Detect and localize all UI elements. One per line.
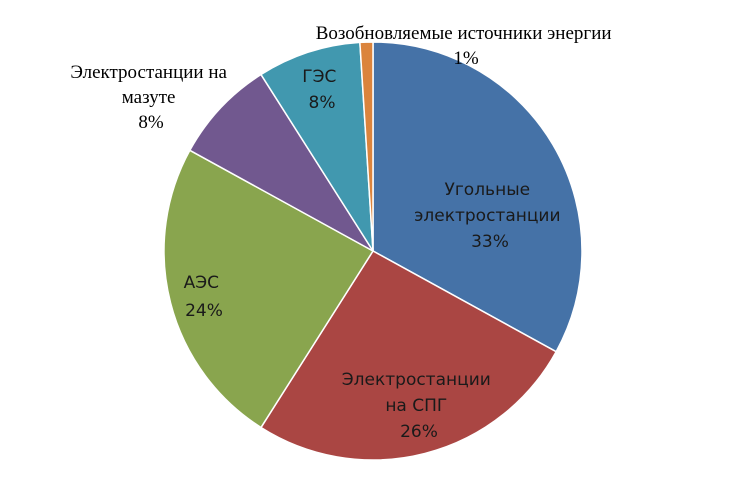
pie-slice-npp — [163, 149, 374, 429]
slice-label-hydro-line1: ГЭС — [302, 67, 336, 87]
pie-slice-coal — [372, 41, 583, 353]
slice-label-lng-value: 26% — [400, 422, 438, 442]
slice-label-oil-line1: Электростанции на — [70, 62, 227, 83]
slice-label-oil-value: 8% — [138, 112, 164, 133]
slice-label-oil-line2: мазуте — [122, 87, 176, 108]
slice-label-hydro: ГЭС 8% — [302, 67, 342, 113]
slice-label-oil: Электростанции на мазуте 8% — [70, 62, 231, 133]
slice-label-coal: Угольные электростанции 33% — [414, 180, 566, 252]
pie-slices — [163, 41, 583, 461]
pie-slice-oil — [189, 73, 374, 252]
slice-label-lng-line2: на СПГ — [385, 396, 447, 416]
slice-label-coal-line2: электростанции — [414, 206, 560, 226]
slice-label-hydro-value: 8% — [309, 93, 336, 113]
slice-label-renew: Возобновляемые источники энергии 1% — [316, 23, 617, 69]
slice-label-renew-value: 1% — [453, 48, 479, 69]
slice-label-renew-line1: Возобновляемые источники энергии — [316, 23, 612, 44]
pie-slice-renew — [359, 41, 374, 252]
slice-label-npp-value: 24% — [185, 301, 223, 321]
slice-label-lng-line1: Электростанции — [342, 370, 491, 390]
pie-slice-hydro — [260, 41, 374, 252]
slice-label-npp-line1: АЭС — [184, 273, 219, 293]
slice-label-coal-value: 33% — [471, 232, 509, 252]
slice-label-npp: АЭС 24% — [184, 273, 225, 321]
pie-slice-lng — [260, 250, 557, 461]
slice-label-lng: Электростанции на СПГ 26% — [342, 370, 496, 442]
slice-label-coal-line1: Угольные — [445, 180, 531, 200]
